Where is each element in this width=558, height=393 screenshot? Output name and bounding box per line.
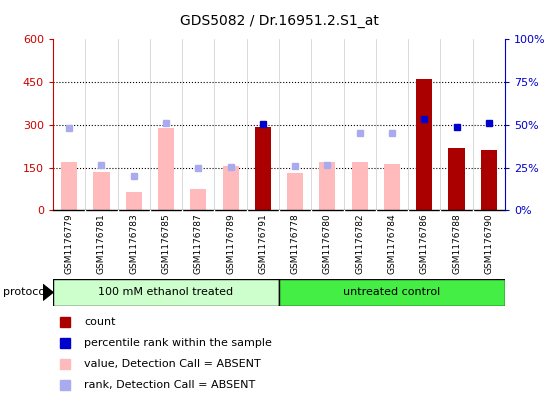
Text: percentile rank within the sample: percentile rank within the sample bbox=[84, 338, 272, 348]
Bar bbox=[481, 151, 497, 210]
Text: rank, Detection Call = ABSENT: rank, Detection Call = ABSENT bbox=[84, 380, 256, 390]
Text: GSM1176783: GSM1176783 bbox=[129, 214, 138, 274]
Polygon shape bbox=[43, 285, 53, 300]
Text: GSM1176782: GSM1176782 bbox=[355, 214, 364, 274]
Bar bbox=[449, 147, 465, 210]
Bar bbox=[319, 162, 335, 210]
Text: GDS5082 / Dr.16951.2.S1_at: GDS5082 / Dr.16951.2.S1_at bbox=[180, 14, 378, 28]
Text: GSM1176784: GSM1176784 bbox=[387, 214, 397, 274]
Text: GSM1176791: GSM1176791 bbox=[258, 214, 267, 274]
Text: protocol: protocol bbox=[3, 287, 48, 298]
Text: value, Detection Call = ABSENT: value, Detection Call = ABSENT bbox=[84, 359, 261, 369]
Bar bbox=[190, 189, 206, 210]
Text: untreated control: untreated control bbox=[343, 287, 441, 298]
Text: GSM1176790: GSM1176790 bbox=[484, 214, 493, 274]
Bar bbox=[158, 128, 174, 210]
Text: GSM1176787: GSM1176787 bbox=[194, 214, 203, 274]
FancyBboxPatch shape bbox=[53, 279, 279, 306]
Text: 100 mM ethanol treated: 100 mM ethanol treated bbox=[98, 287, 234, 298]
Text: GSM1176788: GSM1176788 bbox=[452, 214, 461, 274]
Bar bbox=[93, 172, 109, 210]
Bar bbox=[287, 173, 303, 210]
Bar bbox=[384, 164, 400, 210]
Text: GSM1176779: GSM1176779 bbox=[65, 214, 74, 274]
Bar bbox=[352, 162, 368, 210]
Text: GSM1176789: GSM1176789 bbox=[226, 214, 235, 274]
Text: GSM1176780: GSM1176780 bbox=[323, 214, 332, 274]
Bar bbox=[255, 127, 271, 210]
Text: GSM1176781: GSM1176781 bbox=[97, 214, 106, 274]
Text: GSM1176786: GSM1176786 bbox=[420, 214, 429, 274]
Bar bbox=[223, 166, 239, 210]
Bar bbox=[61, 162, 77, 210]
Text: GSM1176785: GSM1176785 bbox=[161, 214, 171, 274]
Bar bbox=[126, 192, 142, 210]
Bar bbox=[416, 79, 432, 210]
Text: GSM1176778: GSM1176778 bbox=[291, 214, 300, 274]
Text: count: count bbox=[84, 317, 116, 327]
FancyBboxPatch shape bbox=[279, 279, 505, 306]
